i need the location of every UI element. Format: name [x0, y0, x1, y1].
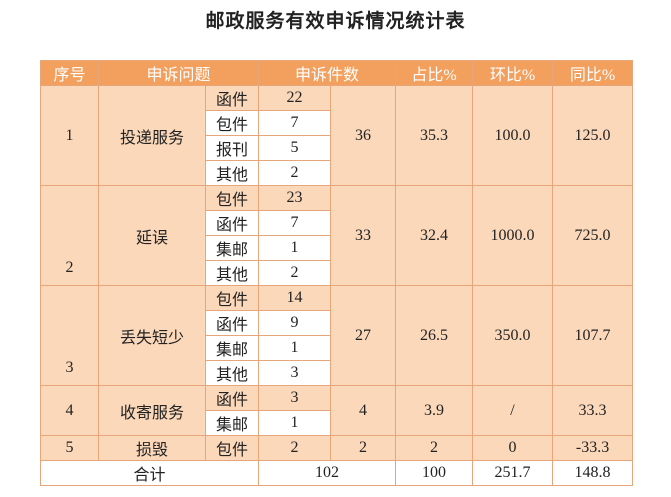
sub-item: 函件 — [204, 310, 260, 336]
table-row: 1 投递服务 函件 22 36 35.3 100.0 125.0 — [40, 85, 634, 186]
header-cell: 同比% — [552, 60, 634, 86]
sub-count: 2 — [258, 435, 332, 461]
sub-item: 包件 — [204, 435, 260, 461]
month-change: 350.0 — [472, 285, 554, 386]
sub-count: 14 — [258, 285, 332, 311]
summary-share: 100 — [395, 460, 474, 486]
table-title: 邮政服务有效申诉情况统计表 — [205, 11, 466, 32]
sub-item: 集邮 — [204, 235, 260, 261]
year-change: -33.3 — [552, 435, 634, 461]
table-row: 集邮 1 — [41, 335, 633, 361]
year-change: 107.7 — [552, 285, 634, 386]
group-total: 27 — [330, 285, 397, 386]
group-total: 2 — [330, 435, 397, 461]
sub-count: 2 — [258, 260, 332, 286]
sub-item: 集邮 — [204, 335, 260, 361]
share: 32.4 — [395, 185, 474, 286]
sub-item: 函件 — [204, 85, 260, 111]
summary-mom: 251.7 — [472, 460, 554, 486]
sub-item: 其他 — [204, 360, 260, 386]
table-body: 1 投递服务 函件 22 36 35.3 100.0 125.0 包件 7 报刊 5 其他 2 2 延误 包件 2… — [39, 85, 634, 486]
sub-item: 包件 — [204, 110, 260, 136]
sub-count: 7 — [258, 210, 332, 236]
issue-name: 损毁 — [98, 435, 206, 461]
year-change: 125.0 — [552, 85, 634, 186]
month-change: 0 — [472, 435, 554, 461]
sub-count: 1 — [258, 410, 332, 436]
summary-total: 102 — [258, 460, 397, 486]
sub-count: 5 — [258, 135, 332, 161]
group-total: 33 — [330, 185, 397, 286]
table-row: 其他 2 — [41, 260, 633, 286]
sub-item: 其他 — [204, 160, 260, 186]
header-cell: 占比% — [395, 60, 474, 86]
table-row: 4 收寄服务 函件 3 4 3.9/33.3 — [40, 385, 634, 436]
table-row: 其他 3 — [41, 360, 633, 386]
table-row: 函件 7 — [41, 210, 633, 236]
sub-count: 2 — [258, 160, 332, 186]
sub-item: 报刊 — [204, 135, 260, 161]
share: 26.5 — [395, 285, 474, 386]
sub-count: 22 — [258, 85, 332, 111]
sub-item: 包件 — [204, 285, 260, 311]
row-number: 5 — [40, 435, 99, 461]
header-cell: 申诉件数 — [258, 60, 397, 86]
table-row: 报刊 5 — [41, 135, 633, 161]
issue-name: 丢失短少 — [98, 285, 206, 386]
table-row: 集邮 1 — [41, 410, 633, 436]
header-row: 序号 申诉问题 申诉件数 占比% 环比% 同比% — [40, 60, 634, 86]
header-cell: 序号 — [40, 60, 99, 86]
sub-count: 7 — [258, 110, 332, 136]
sub-count: 3 — [258, 360, 332, 386]
table-row: 集邮 1 — [41, 235, 633, 261]
month-change: 100.0 — [472, 85, 554, 186]
header-cell: 环比% — [472, 60, 554, 86]
share: 35.3 — [395, 85, 474, 186]
issue-name: 延误 — [98, 185, 206, 286]
issue-name: 投递服务 — [98, 85, 206, 186]
row-number: 4 — [40, 385, 99, 436]
sub-count: 23 — [258, 185, 332, 211]
year-change: 33.3 — [552, 385, 634, 436]
table-row: 5 损毁 包件 2 2 2 0 -33.3 — [40, 435, 634, 461]
group-total: 4 — [330, 385, 397, 436]
share: 2 — [395, 435, 474, 461]
summary-yoy: 148.8 — [552, 460, 634, 486]
sub-count: 3 — [258, 385, 332, 411]
row-number: 1 — [40, 85, 99, 186]
table-row: 2 延误 包件 23 33 32.4 1000.0 725.0 — [40, 185, 634, 286]
share: 3.9 — [395, 385, 474, 436]
sub-item: 函件 — [204, 385, 260, 411]
sub-count: 9 — [258, 310, 332, 336]
complaint-table: 序号 申诉问题 申诉件数 占比% 环比% 同比% 1 投递服务 函件 22 36 35.3 100.0… — [39, 60, 634, 486]
year-change: 725.0 — [552, 185, 634, 286]
row-number: 2 — [40, 185, 99, 286]
table-row: 其他 2 — [41, 160, 633, 186]
sub-item: 其他 — [204, 260, 260, 286]
sub-item: 集邮 — [204, 410, 260, 436]
summary-row: 合计 102 100 251.7 148.8 — [39, 460, 634, 486]
group-total: 36 — [330, 85, 397, 186]
sub-item: 函件 — [204, 210, 260, 236]
summary-label: 合计 — [39, 460, 260, 486]
sub-item: 包件 — [204, 185, 260, 211]
header-cell: 申诉问题 — [97, 60, 260, 86]
row-number: 3 — [40, 285, 99, 386]
month-change: / — [472, 385, 554, 436]
issue-name: 收寄服务 — [98, 385, 206, 436]
sub-count: 1 — [258, 335, 332, 361]
sub-count: 1 — [258, 235, 332, 261]
table-row: 包件 7 — [41, 110, 633, 136]
month-change: 1000.0 — [472, 185, 554, 286]
table-row: 函件 9 — [41, 310, 633, 336]
table-row: 3 丢失短少 包件 14 27 26.5 350.0 107.7 — [40, 285, 634, 386]
